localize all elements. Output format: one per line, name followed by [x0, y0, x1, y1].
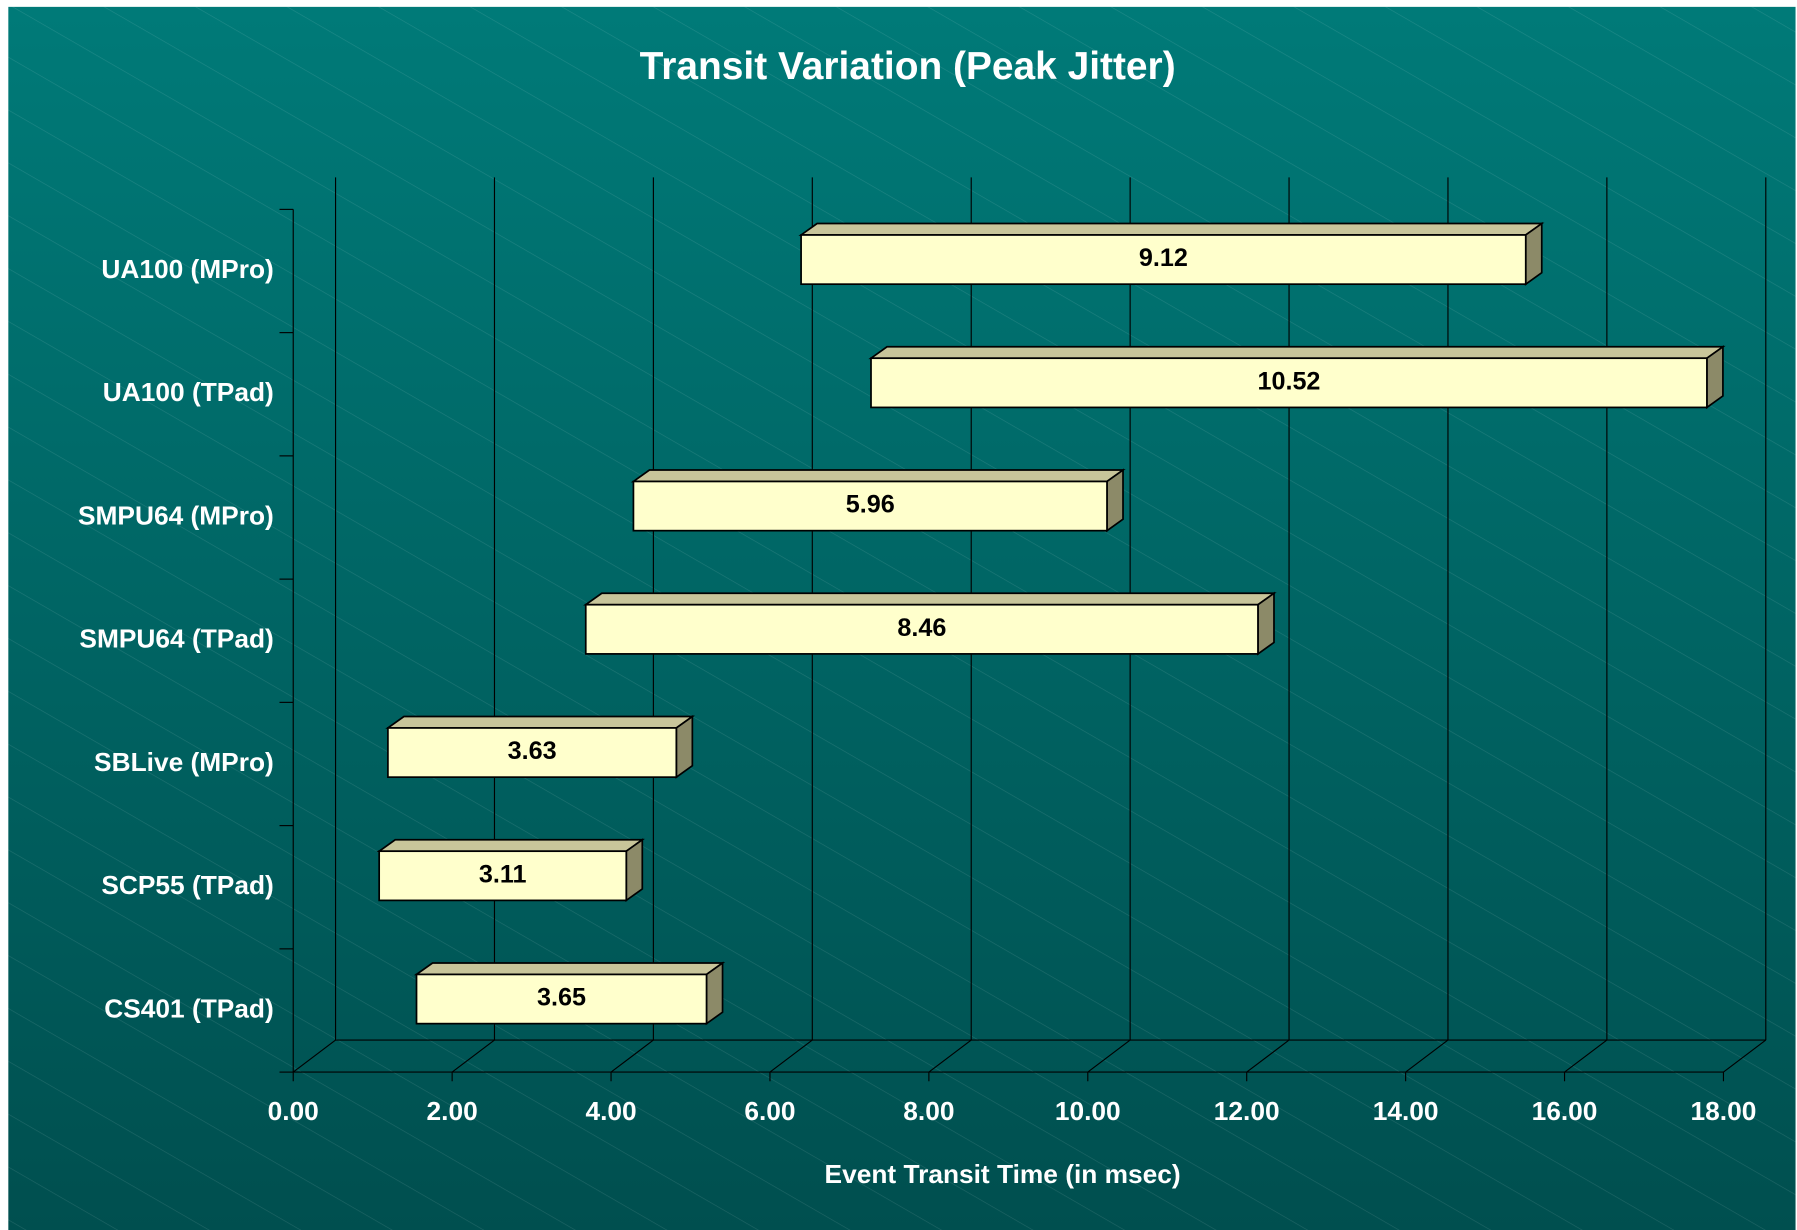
x-tick-label: 14.00 — [1373, 1096, 1439, 1126]
y-tick-label: SMPU64 (MPro) — [78, 500, 274, 530]
bar-side — [625, 838, 644, 903]
x-tick-label: 18.00 — [1691, 1096, 1757, 1126]
y-tick-label: SCP55 (TPad) — [101, 870, 273, 900]
y-tick-label: UA100 (MPro) — [101, 254, 273, 284]
bar — [800, 234, 1527, 286]
x-tick-label: 12.00 — [1214, 1096, 1280, 1126]
bar-side — [705, 961, 724, 1026]
x-tick-label: 10.00 — [1055, 1096, 1121, 1126]
bar-top — [385, 715, 696, 729]
bar — [415, 973, 708, 1025]
bar-side — [1106, 468, 1124, 533]
floor-grid-line — [1405, 1039, 1449, 1073]
data-label: 3.11 — [479, 860, 527, 888]
x-tick-label: 0.00 — [268, 1096, 319, 1126]
floor-grid-line — [1723, 1039, 1767, 1073]
y-tick-label: SMPU64 (TPad) — [79, 624, 273, 654]
x-axis-label: Event Transit Time (in msec) — [825, 1159, 1181, 1189]
bar — [387, 727, 678, 779]
data-label: 5.96 — [846, 491, 895, 519]
bar-top — [798, 222, 1545, 236]
bar-side — [675, 714, 694, 779]
x-tick-label: 16.00 — [1532, 1096, 1598, 1126]
bar-top — [413, 962, 726, 976]
bar-side — [1524, 221, 1543, 286]
floor-grid-line — [292, 1039, 336, 1073]
y-tick-label: UA100 (TPad) — [103, 377, 274, 407]
floor-grid-line — [1246, 1039, 1290, 1073]
bar — [378, 850, 628, 902]
floor-grid-line — [928, 1039, 972, 1073]
data-label: 8.46 — [897, 614, 946, 642]
floor-grid-line — [1564, 1039, 1608, 1073]
data-label: 3.63 — [508, 737, 557, 765]
floor-grid-line — [769, 1039, 813, 1073]
floor-grid-line — [451, 1039, 495, 1073]
bar-top — [376, 838, 645, 853]
bar-top — [630, 469, 1126, 483]
bar-side — [1257, 591, 1275, 656]
x-tick-label: 4.00 — [585, 1096, 636, 1126]
bar — [584, 603, 1259, 655]
bar-top — [583, 592, 1277, 606]
floor-grid-line — [610, 1039, 654, 1073]
y-tick-label: CS401 (TPad) — [104, 993, 274, 1023]
bar — [870, 357, 1708, 409]
floor-grid-line — [1087, 1039, 1131, 1073]
x-tick-label: 8.00 — [903, 1096, 954, 1126]
chart-title: Transit Variation (Peak Jitter) — [640, 45, 1176, 88]
bar-side — [1706, 345, 1724, 410]
bar — [632, 480, 1108, 532]
x-tick-label: 6.00 — [744, 1096, 795, 1126]
data-label: 10.52 — [1257, 367, 1320, 395]
y-tick-label: SBLive (MPro) — [94, 747, 274, 777]
bar-top — [868, 345, 1726, 360]
data-label: 9.12 — [1139, 244, 1188, 272]
plot-area: 0.00 2.00 4.00 6.00 8.00 10.00 12.00 14.00 16.00… — [78, 177, 1767, 1126]
data-label: 3.65 — [537, 984, 586, 1012]
x-tick-label: 2.00 — [427, 1096, 478, 1126]
